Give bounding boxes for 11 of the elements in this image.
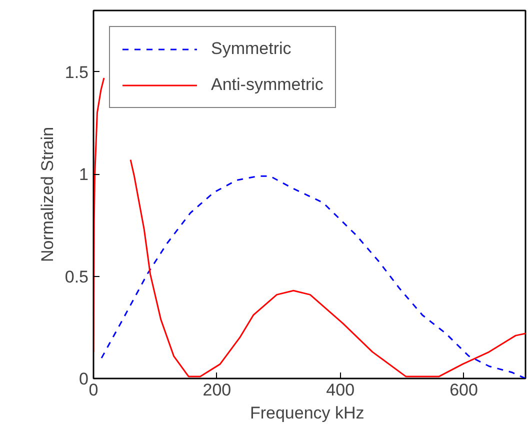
y-tick-label: 1.5 (64, 62, 89, 82)
line-series (100, 175, 526, 378)
x-tick-label: 200 (202, 380, 232, 400)
x-axis-title: Frequency kHz (250, 404, 364, 422)
legend-label: Symmetric (211, 39, 292, 59)
x-tick-label: 600 (450, 380, 478, 400)
legend-label: Anti-symmetric (211, 75, 324, 95)
x-tick-label: 400 (326, 380, 355, 400)
y-axis-title: Normalized Strain (38, 126, 57, 262)
y-tick-label: 1 (79, 165, 89, 184)
y-tick-label: 0.5 (64, 267, 89, 286)
